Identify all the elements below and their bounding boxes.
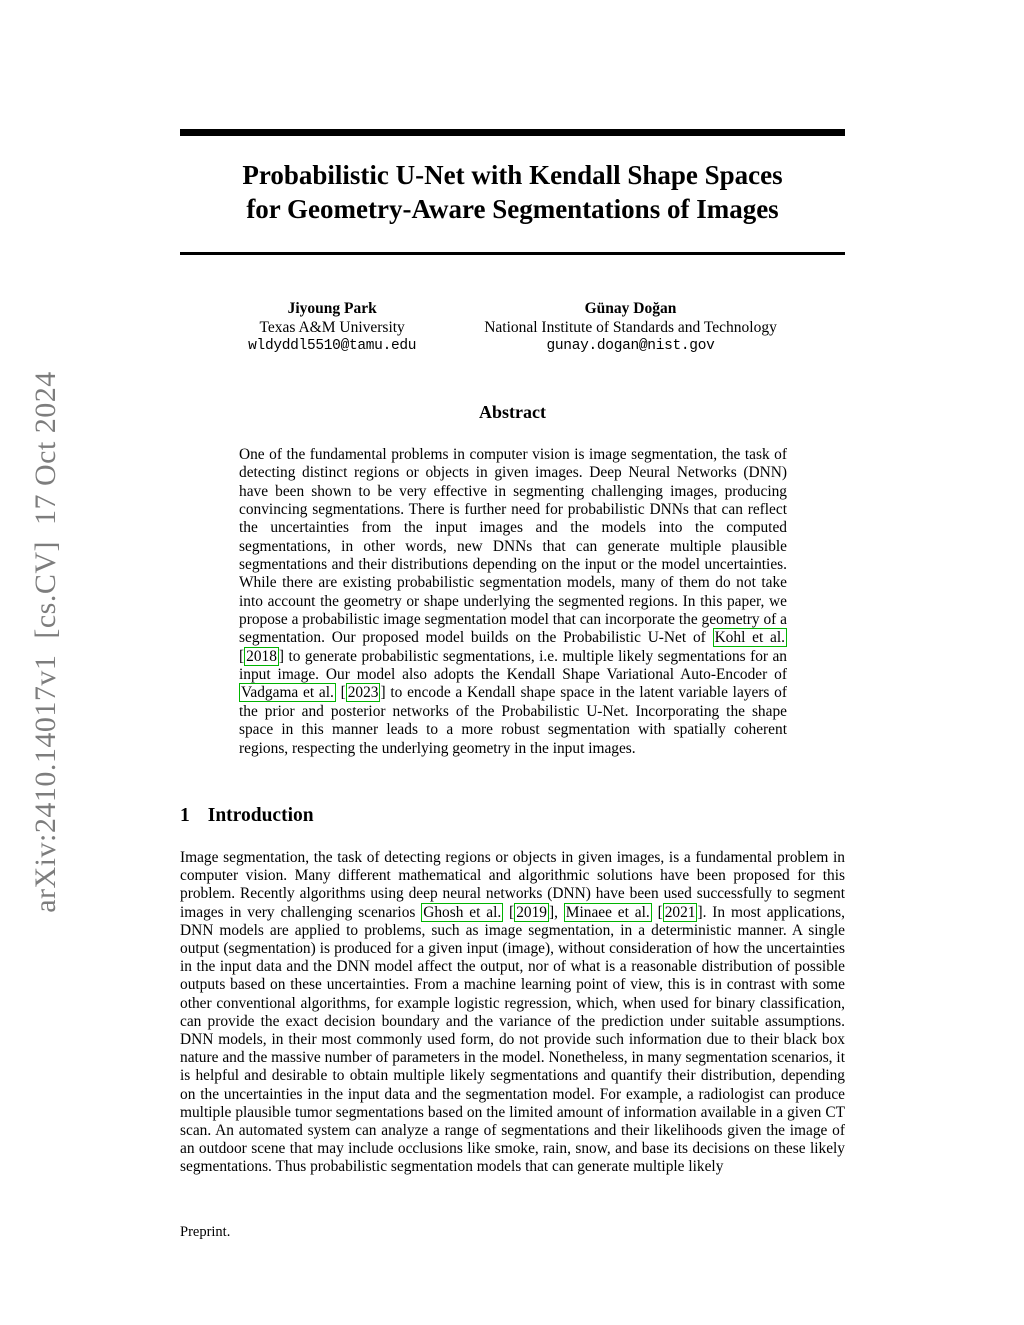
section-heading-introduction: 1 Introduction <box>180 805 845 827</box>
section-title: Introduction <box>207 805 314 826</box>
author-2: Günay Doğan National Institute of Standa… <box>484 299 777 356</box>
paper-title-line-2: for Geometry-Aware Segmentations of Imag… <box>246 193 779 224</box>
citation-link[interactable]: 2021 <box>662 902 698 922</box>
author-2-name: Günay Doğan <box>584 300 677 317</box>
author-2-affiliation: National Institute of Standards and Tech… <box>484 319 777 336</box>
author-1-name: Jiyoung Park <box>287 300 377 317</box>
author-1-email: wldyddl5510@tamu.edu <box>248 338 417 354</box>
citation-link[interactable]: 2019 <box>514 902 549 922</box>
citation-link[interactable]: 2018 <box>244 646 279 666</box>
author-2-email: gunay.dogan@nist.gov <box>546 338 715 354</box>
citation-link[interactable]: Vadgama et al. <box>239 683 336 703</box>
introduction-text: Image segmentation, the task of detectin… <box>180 849 845 1176</box>
citation-link[interactable]: 2023 <box>345 683 381 703</box>
arxiv-stamp: arXiv:2410.14017v1 [cs.CV] 17 Oct 2024 <box>29 371 62 913</box>
citation-link[interactable]: Ghosh et al. <box>421 902 504 922</box>
paper-title-line-1: Probabilistic U-Net with Kendall Shape S… <box>242 160 783 190</box>
author-1-affiliation: Texas A&M University <box>259 319 405 336</box>
citation-link[interactable]: Minaee et al. <box>563 902 652 922</box>
abstract-heading: Abstract <box>479 402 546 422</box>
footer-note: Preprint. <box>180 1224 231 1240</box>
abstract-text: One of the fundamental problems in compu… <box>239 446 787 757</box>
author-block: Jiyoung Park Texas A&M University wldydd… <box>180 299 845 356</box>
author-1: Jiyoung Park Texas A&M University wldydd… <box>248 299 416 356</box>
title-rule-top <box>180 129 845 136</box>
section-number: 1 <box>180 805 190 826</box>
citation-link[interactable]: Kohl et al. <box>712 628 787 648</box>
title-rule-bottom <box>180 252 845 255</box>
paper-title: Probabilistic U-Net with Kendall Shape S… <box>180 159 845 226</box>
